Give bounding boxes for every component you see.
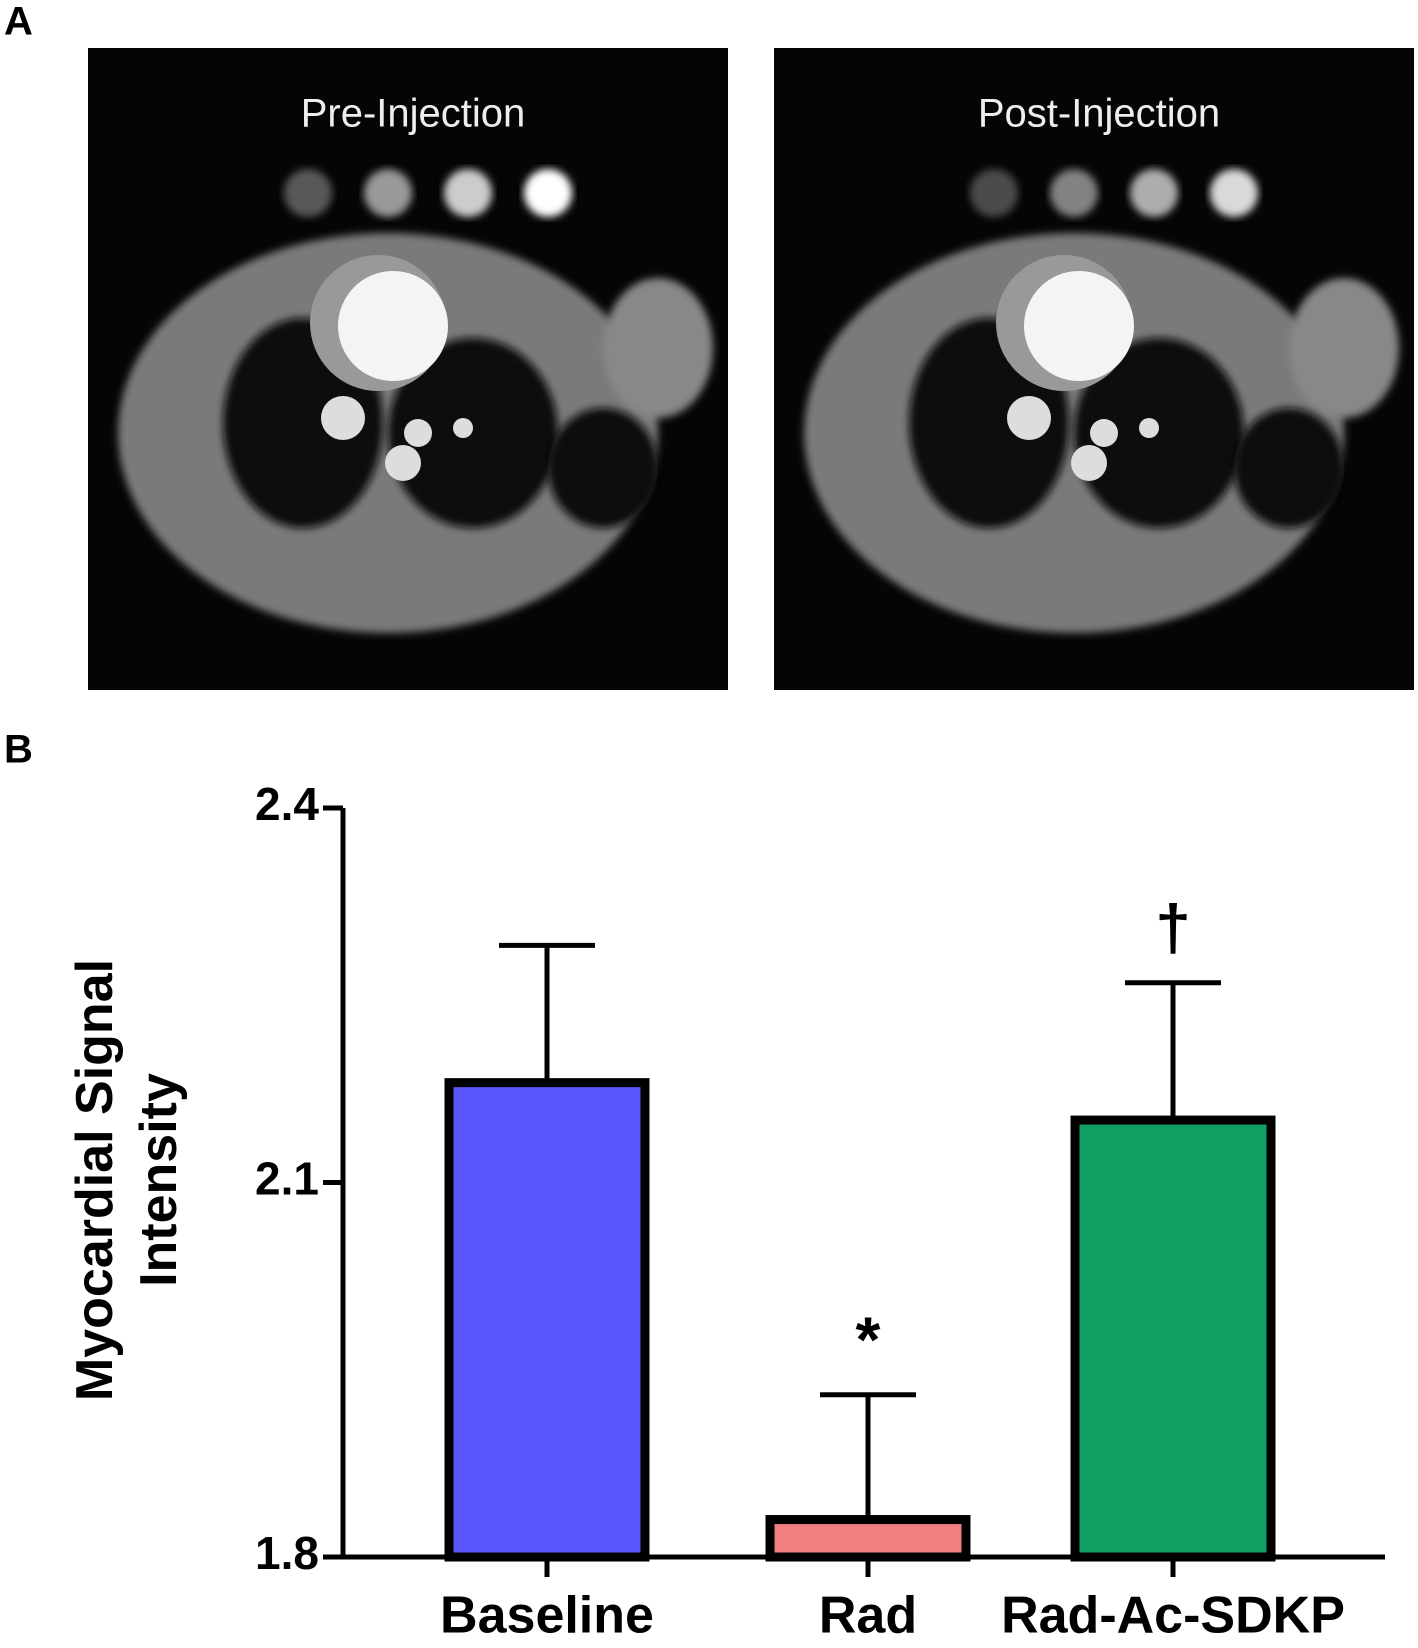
vessel xyxy=(321,396,365,440)
phantom xyxy=(444,169,492,217)
phantom xyxy=(524,169,572,217)
phantom xyxy=(970,169,1018,217)
y-axis-label-line: Myocardial Signal xyxy=(66,959,124,1401)
phantom xyxy=(1050,169,1098,217)
y-tick-label: 2.1 xyxy=(255,1153,319,1205)
bar xyxy=(765,1515,971,1562)
phantom xyxy=(1130,169,1178,217)
lung-right xyxy=(388,338,558,528)
cavity xyxy=(548,408,658,528)
mri-images: Pre-Injection Post-Injection xyxy=(88,48,1414,690)
panel-label: B xyxy=(4,728,33,772)
image-title: Post-Injection xyxy=(978,92,1220,136)
vessel xyxy=(453,418,473,438)
image-title: Pre-Injection xyxy=(301,92,526,136)
heart xyxy=(1024,271,1134,381)
phantom xyxy=(284,169,332,217)
y-axis-label-line: Intensity xyxy=(130,1073,188,1287)
significance-marker: † xyxy=(1155,892,1191,964)
x-tick-label: Rad-Ac-SDKP xyxy=(1001,1587,1345,1645)
arm xyxy=(1289,278,1399,418)
vessel xyxy=(385,445,421,481)
mri-panel: Post-Injection xyxy=(774,48,1414,690)
bar xyxy=(1070,1115,1276,1562)
vessel xyxy=(1090,419,1118,447)
arm xyxy=(603,278,713,418)
x-tick-label: Rad xyxy=(819,1587,917,1645)
bar-chart: 1.8 2.1 2.4 Myocardial Signal Intensity Basel… xyxy=(66,778,1385,1645)
vessel xyxy=(1007,396,1051,440)
bar xyxy=(444,1078,650,1562)
heart xyxy=(338,271,448,381)
y-tick-label: 1.8 xyxy=(255,1527,319,1579)
panel-label: A xyxy=(4,0,33,44)
cavity xyxy=(1234,408,1344,528)
mri-panel: Pre-Injection xyxy=(88,48,728,690)
y-axis-label: Myocardial Signal Intensity xyxy=(66,959,188,1401)
vessel xyxy=(1139,418,1159,438)
phantom xyxy=(364,169,412,217)
vessel xyxy=(1071,445,1107,481)
vessel xyxy=(404,419,432,447)
significance-marker: * xyxy=(856,1304,881,1376)
phantom xyxy=(1210,169,1258,217)
y-tick-label: 2.4 xyxy=(255,778,319,830)
x-tick-label: Baseline xyxy=(440,1587,654,1645)
lung-right xyxy=(1074,338,1244,528)
